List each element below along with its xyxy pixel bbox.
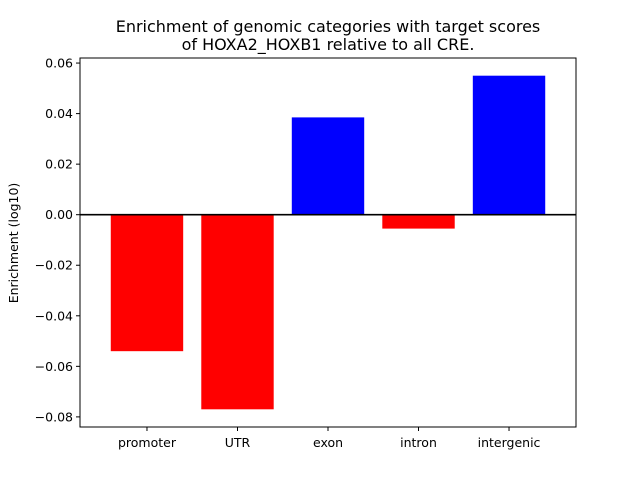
bar-UTR: [201, 214, 274, 410]
bar-exon: [291, 117, 365, 215]
x-tick-label-exon: exon: [313, 435, 343, 450]
x-axis-ticks: promoter UTR exon intron intergenic: [118, 427, 541, 450]
y-tick-label: 0.02: [45, 157, 73, 172]
chart-title-line-2: of HOXA2_HOXB1 relative to all CRE.: [182, 35, 475, 55]
bars-group: [110, 75, 546, 410]
bar-intergenic: [472, 75, 546, 215]
x-tick-label-intron: intron: [400, 435, 437, 450]
y-tick-label: −0.08: [35, 409, 73, 424]
y-tick-label: 0.04: [45, 106, 73, 121]
x-tick-label-intergenic: intergenic: [478, 435, 541, 450]
y-axis-ticks: 0.06 0.04 0.02 0.00 −0.02 −0.04 −0.06 −0.08: [35, 56, 80, 424]
bar-intron: [382, 214, 455, 229]
bar-promoter: [110, 214, 184, 352]
y-tick-label: 0.00: [45, 207, 73, 222]
x-tick-label-promoter: promoter: [118, 435, 177, 450]
y-tick-label: −0.04: [35, 308, 73, 323]
x-tick-label-UTR: UTR: [225, 435, 251, 450]
y-tick-label: −0.02: [35, 258, 73, 273]
y-axis-label: Enrichment (log10): [6, 183, 21, 304]
chart-title-line-1: Enrichment of genomic categories with ta…: [116, 17, 541, 36]
y-tick-label: −0.06: [35, 359, 73, 374]
y-tick-label: 0.06: [45, 56, 73, 71]
